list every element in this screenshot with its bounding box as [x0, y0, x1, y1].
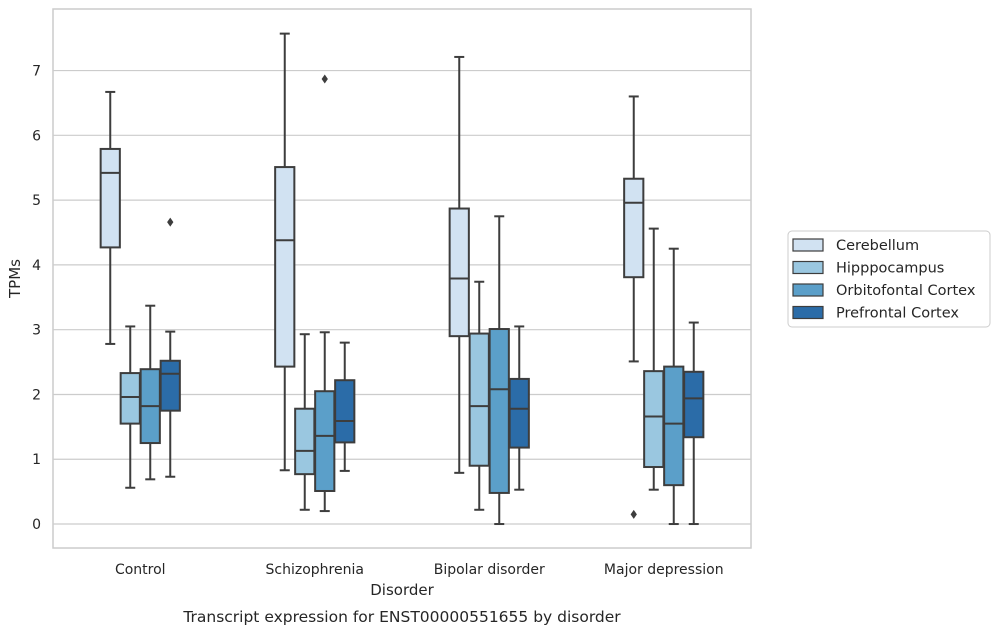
y-tick-label: 2	[32, 387, 41, 403]
legend-box	[787, 230, 991, 328]
box-3-1	[334, 341, 356, 472]
box-0-3	[623, 95, 645, 519]
legend-swatch	[792, 260, 824, 275]
iqr-box	[468, 332, 490, 467]
iqr-box	[274, 166, 296, 368]
box-2-0	[139, 304, 161, 481]
iqr-box	[159, 359, 181, 412]
iqr-box	[294, 407, 316, 476]
x-tick-label: Control	[115, 562, 166, 578]
chart-caption: Transcript expression for ENST0000055165…	[182, 608, 621, 626]
iqr-box	[99, 147, 121, 249]
iqr-box	[643, 370, 665, 469]
iqr-box	[623, 177, 645, 279]
legend-swatch	[792, 238, 824, 252]
box-0-0	[99, 90, 121, 345]
outlier-point	[630, 509, 637, 519]
box-2-1	[314, 74, 336, 513]
iqr-box	[119, 372, 141, 425]
box-3-0	[159, 217, 181, 478]
x-axis-ticks: Control Schizophrenia Bipolar disorder Majo…	[115, 562, 724, 578]
outlier-point	[321, 74, 328, 84]
box-0-1	[274, 32, 296, 472]
iqr-box	[448, 207, 470, 338]
y-tick-label: 5	[32, 193, 41, 209]
y-tick-label: 4	[32, 258, 41, 274]
y-axis-title: TPMs	[6, 259, 24, 299]
iqr-box	[683, 370, 705, 439]
y-tick-label: 1	[32, 452, 41, 468]
x-tick-label: Bipolar disorder	[434, 562, 545, 578]
iqr-box	[334, 379, 356, 444]
legend-swatch	[792, 283, 824, 297]
legend-label: Hipppocampus	[836, 261, 944, 277]
y-axis-ticks: 0 1 2 3 4 5 6 7	[32, 64, 41, 533]
box-1-2	[468, 280, 490, 511]
box-2-2	[488, 215, 510, 526]
iqr-box	[508, 377, 530, 449]
legend-swatch	[792, 305, 824, 320]
x-tick-label: Schizophrenia	[266, 562, 364, 578]
iqr-box	[663, 365, 685, 487]
outlier-point	[167, 217, 174, 227]
iqr-box	[488, 328, 510, 494]
box-1-0	[119, 325, 141, 489]
box-1-1	[294, 333, 316, 511]
box-2-3	[663, 247, 685, 526]
y-tick-label: 0	[32, 517, 41, 533]
x-axis-title: Disorder	[370, 581, 434, 599]
y-tick-label: 6	[32, 128, 41, 144]
iqr-box	[314, 390, 336, 492]
y-tick-label: 7	[32, 64, 41, 80]
box-plot-area	[99, 32, 705, 526]
legend-label: Prefrontal Cortex	[836, 306, 959, 322]
legend-label: Cerebellum	[836, 238, 919, 254]
box-0-2	[448, 55, 470, 474]
box-3-2	[508, 325, 530, 491]
box-3-3	[683, 321, 705, 526]
box-1-3	[643, 227, 665, 491]
plot-frame	[52, 8, 752, 549]
x-tick-label: Major depression	[604, 562, 724, 578]
legend-label: Orbitofontal Cortex	[836, 283, 976, 299]
y-tick-label: 3	[32, 323, 41, 339]
legend: Cerebellum Hipppocampus Orbitofontal Corte…	[787, 230, 991, 328]
